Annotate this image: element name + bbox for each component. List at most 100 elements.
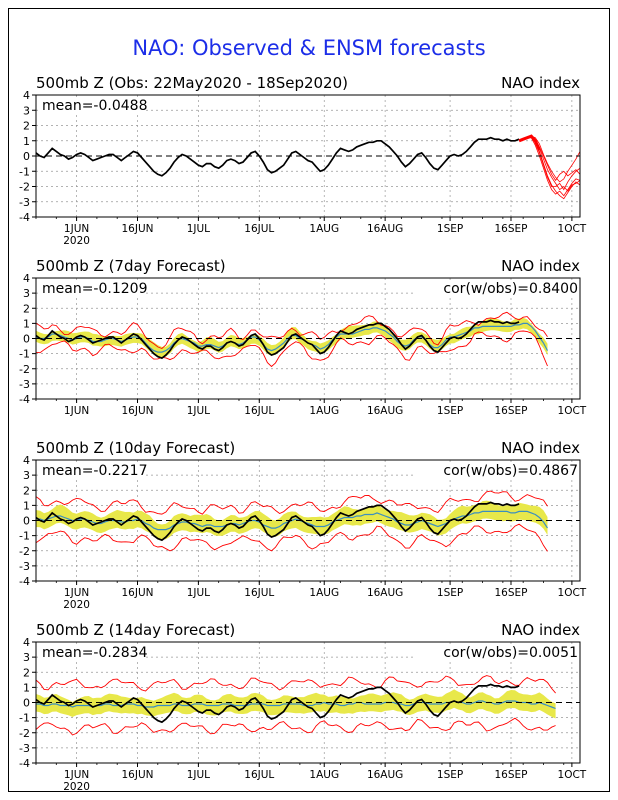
forecast-member-line [518, 135, 580, 183]
x-tick-label: 16SEP [494, 587, 527, 599]
stat-right-bg [414, 462, 578, 479]
x-tick-label: 1OCT [558, 587, 587, 599]
stat-right: cor(w/obs)=0.8400 [443, 281, 578, 297]
stat-right-bg [414, 644, 578, 661]
data-layer [36, 311, 549, 368]
figure-title: NAO: Observed & ENSM forecasts [132, 36, 486, 60]
y-tick-label: -2 [19, 727, 30, 740]
y-tick-label: -4 [19, 393, 30, 406]
x-tick-label: 16JUL [244, 769, 274, 781]
forecast-mean-line [518, 134, 541, 151]
y-tick-label: -4 [19, 211, 30, 224]
y-tick-label: 1 [23, 681, 30, 694]
x-tick-label: 1AUG [309, 769, 339, 781]
x-tick-label: 1AUG [309, 223, 339, 235]
y-tick-label: 0 [23, 697, 30, 710]
x-tick-label: 16JUN [121, 769, 153, 781]
y-tick-label: 0 [23, 515, 30, 528]
ensemble-lower-envelope [36, 330, 548, 368]
x-year-label: 2020 [63, 781, 90, 793]
chart-panel-3: 500mb Z (10day Forecast) NAO index 4 3 2 1 0 -1… [19, 439, 587, 611]
x-tick-label: 1SEP [437, 587, 463, 599]
stat-left-bg [38, 644, 146, 661]
y-tick-label: 1 [23, 135, 30, 148]
panel-header-right: NAO index [501, 257, 580, 275]
y-tick-label: -2 [19, 363, 30, 376]
y-tick-label: 4 [23, 454, 30, 467]
ensemble-upper-envelope [36, 311, 548, 350]
x-tick-label: 1SEP [437, 223, 463, 235]
x-tick-label: 16JUN [121, 405, 153, 417]
x-tick-label: 16AUG [367, 587, 403, 599]
panel-header-left: 500mb Z (7day Forecast) [36, 257, 226, 275]
y-tick-label: -3 [19, 378, 30, 391]
stat-left: mean=-0.2834 [42, 645, 148, 661]
y-tick-label: -3 [19, 196, 30, 209]
y-tick-label: 0 [23, 333, 30, 346]
panel-header-right: NAO index [501, 439, 580, 457]
ensemble-lower-envelope [36, 523, 548, 552]
x-year-label: 2020 [63, 599, 90, 611]
x-tick-label: 1AUG [309, 405, 339, 417]
y-tick-label: 3 [23, 469, 30, 482]
x-tick-label: 16JUL [244, 405, 274, 417]
y-tick-label: -1 [19, 712, 30, 725]
y-tick-label: -4 [19, 757, 30, 770]
x-tick-label: 16JUN [121, 223, 153, 235]
stat-left-bg [38, 280, 146, 297]
x-tick-label: 16AUG [367, 405, 403, 417]
observed-line [36, 319, 520, 360]
observed-line [36, 501, 520, 542]
stat-left: mean=-0.1209 [42, 281, 147, 297]
data-layer [36, 134, 580, 200]
panel-header-left: 500mb Z (Obs: 22May2020 - 18Sep2020) [36, 74, 348, 92]
y-tick-label: 3 [23, 651, 30, 664]
ensemble-lower-envelope [36, 717, 556, 736]
x-tick-label: 1JUN [64, 769, 89, 781]
x-tick-label: 1JUL [187, 405, 210, 417]
x-tick-label: 16SEP [494, 769, 527, 781]
x-tick-label: 1SEP [437, 769, 463, 781]
figure-frame [8, 8, 610, 792]
x-tick-label: 16SEP [494, 405, 527, 417]
panel-header-right: NAO index [501, 621, 580, 639]
forecast-member-line [518, 137, 580, 191]
chart-panel-1: 500mb Z (Obs: 22May2020 - 18Sep2020) NAO … [19, 74, 587, 247]
stat-right: cor(w/obs)=0.0051 [443, 645, 578, 661]
panel-header-left: 500mb Z (14day Forecast) [36, 621, 235, 639]
y-tick-label: -3 [19, 560, 30, 573]
y-tick-label: 2 [23, 302, 30, 315]
y-tick-label: 4 [23, 636, 30, 649]
y-tick-label: -2 [19, 545, 30, 558]
y-tick-label: 1 [23, 499, 30, 512]
y-tick-label: 0 [23, 150, 30, 163]
x-tick-label: 1OCT [558, 769, 587, 781]
x-tick-label: 16JUL [244, 223, 274, 235]
x-tick-label: 1JUN [64, 405, 89, 417]
x-tick-label: 1JUN [64, 587, 89, 599]
x-tick-label: 1AUG [309, 587, 339, 599]
observed-line [36, 683, 520, 724]
y-tick-label: -1 [19, 348, 30, 361]
x-tick-label: 16JUN [121, 587, 153, 599]
panel-header-left: 500mb Z (10day Forecast) [36, 439, 235, 457]
x-tick-label: 1JUL [187, 587, 210, 599]
x-tick-label: 16JUL [244, 587, 274, 599]
stat-right-bg [414, 280, 578, 297]
x-tick-label: 16AUG [367, 223, 403, 235]
y-tick-label: 2 [23, 666, 30, 679]
y-tick-label: -3 [19, 742, 30, 755]
stat-left-bg [38, 462, 146, 479]
y-tick-label: -1 [19, 165, 30, 178]
ensemble-upper-envelope [36, 675, 556, 694]
chart-panel-2: 500mb Z (7day Forecast) NAO index 4 3 2 1 0 -1 -… [19, 257, 587, 417]
observed-line [36, 136, 520, 177]
data-layer [36, 490, 549, 552]
y-tick-label: 3 [23, 287, 30, 300]
stat-left-bg [38, 97, 146, 114]
data-layer [36, 675, 556, 736]
x-tick-label: 16SEP [494, 223, 527, 235]
panel-header-right: NAO index [501, 74, 580, 92]
